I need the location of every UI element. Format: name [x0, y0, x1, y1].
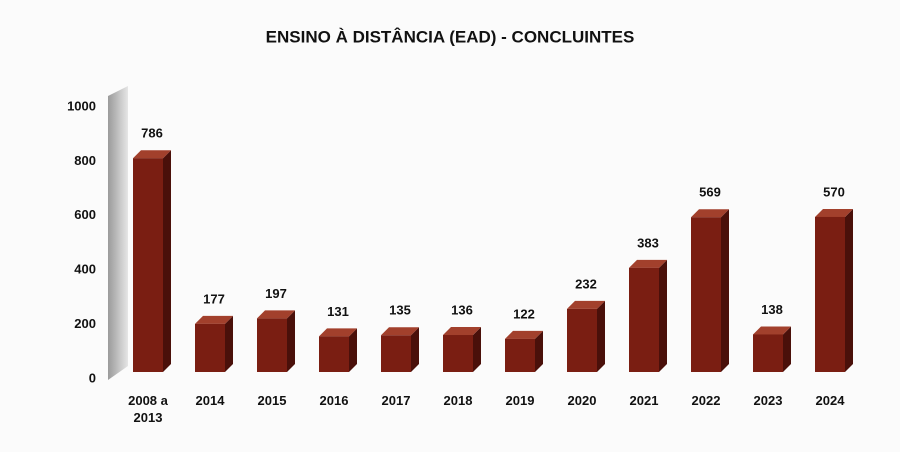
bar: [381, 327, 419, 372]
bar-front: [567, 308, 597, 372]
x-tick-label: 2018: [443, 393, 473, 408]
bar-front: [629, 267, 659, 372]
value-label: 786: [141, 126, 163, 141]
bar: [629, 259, 667, 372]
bar-side: [721, 209, 729, 372]
bar-front: [195, 323, 225, 372]
bar-side: [659, 259, 667, 372]
bar: [195, 315, 233, 372]
bar-side: [411, 327, 419, 372]
bar: [505, 330, 543, 372]
value-label: 131: [327, 304, 349, 319]
bar: [567, 300, 605, 372]
bar: [815, 208, 853, 372]
bar-side: [349, 328, 357, 372]
value-label: 135: [389, 303, 411, 318]
back-wall: [108, 86, 128, 380]
bar-side: [225, 315, 233, 372]
x-tick-label: 2023: [753, 393, 783, 408]
value-label: 570: [823, 184, 845, 199]
x-tick-label: 2024: [815, 393, 845, 408]
bar-front: [815, 216, 845, 372]
value-label: 122: [513, 306, 535, 321]
bar-top: [133, 150, 171, 159]
bar-side: [163, 150, 171, 372]
bar: [319, 328, 357, 372]
bar-top: [257, 310, 295, 319]
bar-front: [381, 335, 411, 372]
x-tick-label: 2008 a 2013: [128, 393, 168, 425]
bar-front: [443, 335, 473, 372]
x-tick-label: 2017: [381, 393, 411, 408]
x-tick-label: 2015: [257, 393, 287, 408]
bar: [257, 310, 295, 372]
bar-top: [691, 209, 729, 218]
bar-front: [257, 318, 287, 372]
bar-front: [691, 217, 721, 372]
x-tick-label: 2020: [567, 393, 597, 408]
bar: [443, 327, 481, 372]
bar-side: [845, 208, 853, 372]
y-tick-label: 1000: [67, 98, 96, 113]
bar-side: [473, 327, 481, 372]
bar-front: [753, 334, 783, 372]
value-label: 138: [761, 302, 783, 317]
bar-top: [381, 327, 419, 336]
value-label: 197: [265, 286, 287, 301]
value-label: 136: [451, 302, 473, 317]
y-tick-label: 0: [89, 370, 96, 385]
y-tick-label: 800: [74, 153, 96, 168]
x-tick-label: 2021: [629, 393, 659, 408]
y-tick-label: 400: [74, 262, 96, 277]
bar-top: [195, 315, 233, 324]
bar-top: [567, 300, 605, 309]
value-label: 232: [575, 276, 597, 291]
x-tick-label: 2014: [195, 393, 225, 408]
bar-top: [629, 259, 667, 268]
bar-top: [443, 327, 481, 336]
value-label: 569: [699, 185, 721, 200]
y-tick-label: 600: [74, 207, 96, 222]
bar-top: [753, 326, 791, 335]
bar-front: [505, 338, 535, 372]
bar-top: [505, 330, 543, 339]
bar-side: [287, 310, 295, 372]
bar-side: [783, 326, 791, 372]
bar: [133, 150, 171, 372]
y-tick-label: 200: [74, 316, 96, 331]
x-tick-label: 2019: [505, 393, 535, 408]
bar-side: [535, 330, 543, 372]
bar: [753, 326, 791, 372]
bar-front: [319, 336, 349, 372]
bar-top: [319, 328, 357, 337]
bar-side: [597, 300, 605, 372]
bar-front: [133, 158, 163, 372]
bar-top: [815, 208, 853, 217]
x-tick-label: 2022: [691, 393, 721, 408]
bar: [691, 209, 729, 372]
value-label: 383: [637, 235, 659, 250]
x-tick-label: 2016: [319, 393, 349, 408]
chart-title: ENSINO À DISTÂNCIA (EAD) - CONCLUINTES: [266, 27, 635, 46]
value-label: 177: [203, 291, 225, 306]
